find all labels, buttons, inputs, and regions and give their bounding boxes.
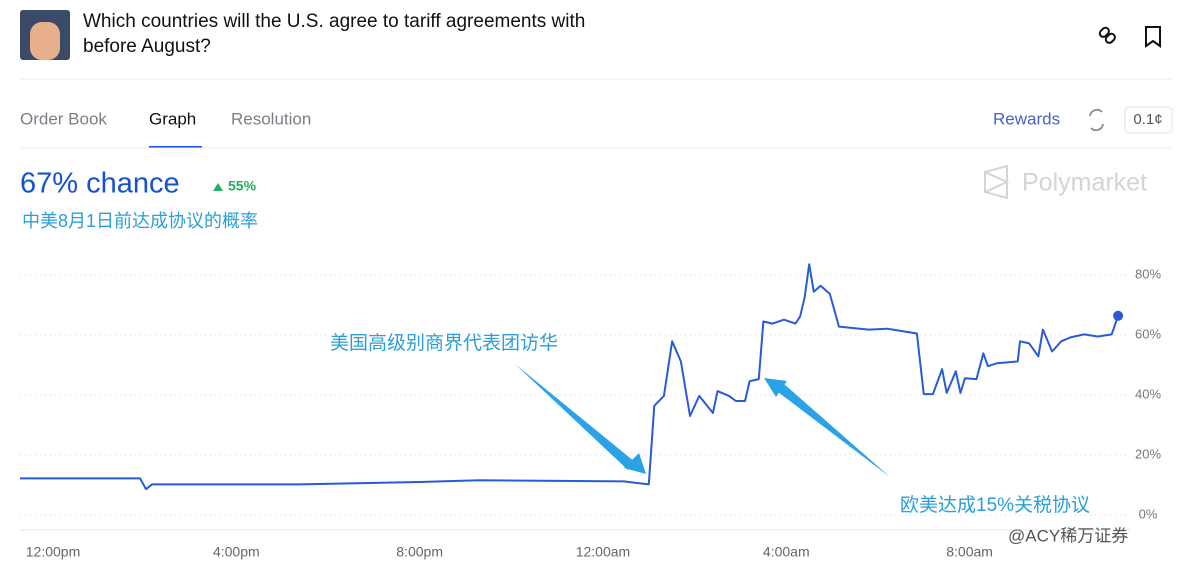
plot-area: 0% 20% 40% 60% 80% 12:00pm 4:00pm 8:00pm 12:00am… bbox=[20, 263, 1161, 560]
y-tick-label: 40% bbox=[1135, 386, 1161, 401]
chance-headline: 67% chance bbox=[20, 168, 180, 200]
brand-watermark: Polymarket bbox=[1022, 169, 1147, 197]
x-tick-label: 8:00pm bbox=[396, 544, 443, 560]
spread-value: 0.1¢ bbox=[1133, 111, 1162, 128]
avatar-figure bbox=[30, 22, 60, 60]
market-title-line-1: Which countries will the U.S. agree to t… bbox=[83, 11, 585, 32]
up-arrow bbox=[213, 183, 223, 191]
y-tick-label: 0% bbox=[1139, 506, 1158, 521]
x-tick-label: 4:00am bbox=[763, 544, 810, 560]
spread-box[interactable] bbox=[1124, 106, 1173, 134]
link-icon[interactable] bbox=[1098, 26, 1116, 44]
rewards-link[interactable]: Rewards bbox=[993, 109, 1060, 128]
annotation-arrow bbox=[515, 364, 646, 474]
x-tick-label: 4:00pm bbox=[213, 544, 260, 560]
y-tick-label: 60% bbox=[1135, 326, 1161, 341]
annotation-arrow bbox=[764, 378, 890, 477]
price-line bbox=[20, 263, 1120, 491]
last-point bbox=[1113, 310, 1124, 321]
y-tick-label: 80% bbox=[1135, 266, 1161, 281]
tab[interactable]: Order Book bbox=[20, 109, 107, 128]
chart-subtitle: 中美8月1日前达成协议的概率 bbox=[22, 211, 258, 231]
source-watermark: @ACY稀万证券 bbox=[1008, 526, 1128, 545]
change-label: 55% bbox=[228, 178, 257, 194]
x-tick-label: 8:00am bbox=[946, 544, 993, 560]
bookmark-icon[interactable] bbox=[1145, 26, 1161, 48]
polymarket-logo bbox=[984, 164, 1010, 200]
market-title-line-2: before August? bbox=[83, 36, 211, 57]
tab-underline bbox=[149, 146, 202, 148]
refresh-icon[interactable] bbox=[1089, 108, 1104, 132]
x-tick-label: 12:00pm bbox=[26, 544, 80, 560]
annotation: 美国高级别商界代表团访华 bbox=[330, 332, 558, 354]
tab[interactable]: Resolution bbox=[231, 109, 311, 128]
tab-active[interactable]: Graph bbox=[149, 109, 196, 128]
annotation: 欧美达成15%关税协议 bbox=[900, 494, 1090, 516]
x-tick-label: 12:00am bbox=[576, 544, 630, 560]
y-tick-label: 20% bbox=[1135, 446, 1161, 461]
